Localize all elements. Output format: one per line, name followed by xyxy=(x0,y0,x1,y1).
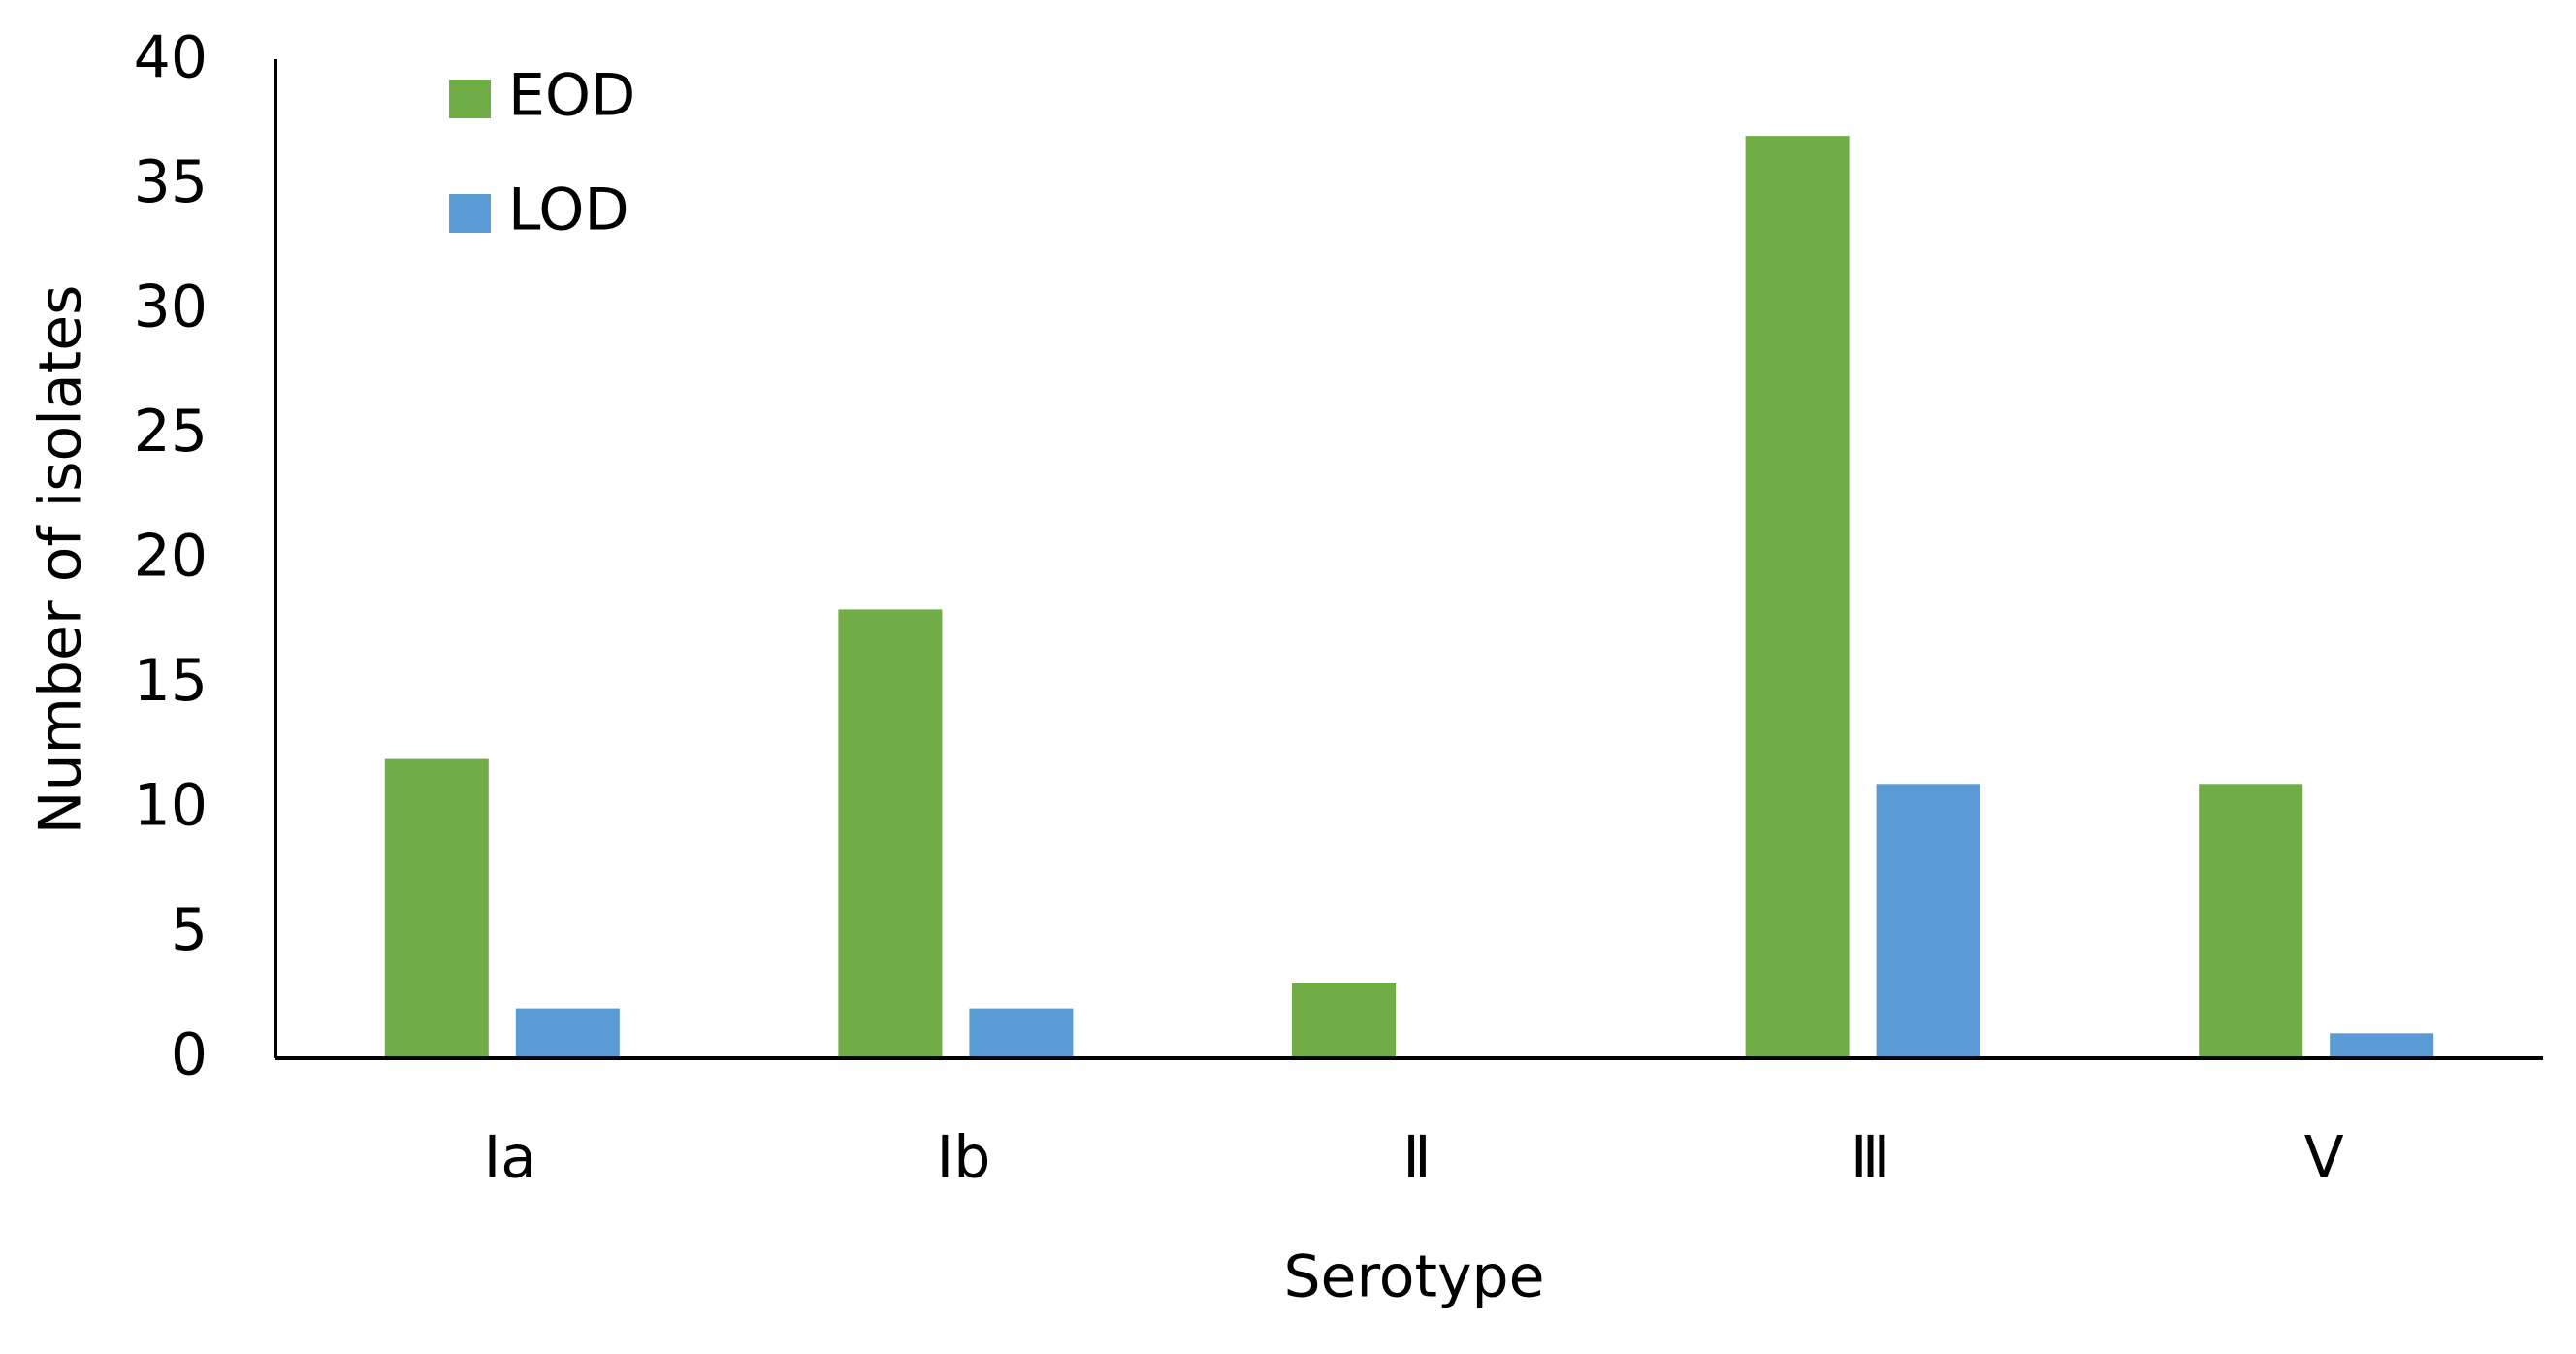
y-tick-label: 35 xyxy=(134,148,208,216)
bar xyxy=(2330,1033,2434,1058)
bar xyxy=(515,1008,620,1058)
y-tick-label: 30 xyxy=(134,274,208,341)
x-tick-label: Ⅱ xyxy=(1402,1124,1432,1192)
bar xyxy=(384,758,489,1058)
bar xyxy=(1292,983,1396,1058)
legend-label: EOD xyxy=(508,62,635,130)
y-tick-label: 40 xyxy=(134,24,208,92)
y-axis-title: Number of isolates xyxy=(27,285,95,835)
x-tick-label: Ⅰa xyxy=(484,1124,536,1192)
bar xyxy=(969,1008,1074,1058)
bar xyxy=(838,609,943,1058)
bar xyxy=(1745,136,1850,1059)
y-tick-label: 25 xyxy=(134,398,208,466)
bar xyxy=(1876,784,1980,1058)
x-axis-title: Serotype xyxy=(1283,1243,1544,1311)
legend-swatch xyxy=(449,194,491,233)
y-tick-label: 15 xyxy=(134,647,208,715)
y-tick-label: 0 xyxy=(171,1021,208,1089)
x-tick-label: Ⅰb xyxy=(937,1124,991,1192)
bar xyxy=(2199,784,2303,1058)
x-tick-label: Ⅴ xyxy=(2304,1124,2344,1192)
y-tick-label: 20 xyxy=(134,523,208,591)
y-tick-label: 5 xyxy=(171,896,208,964)
y-tick-label: 10 xyxy=(134,772,208,840)
x-tick-label: Ⅲ xyxy=(1851,1124,1890,1192)
legend-swatch xyxy=(449,80,491,118)
legend-label: LOD xyxy=(508,177,629,244)
